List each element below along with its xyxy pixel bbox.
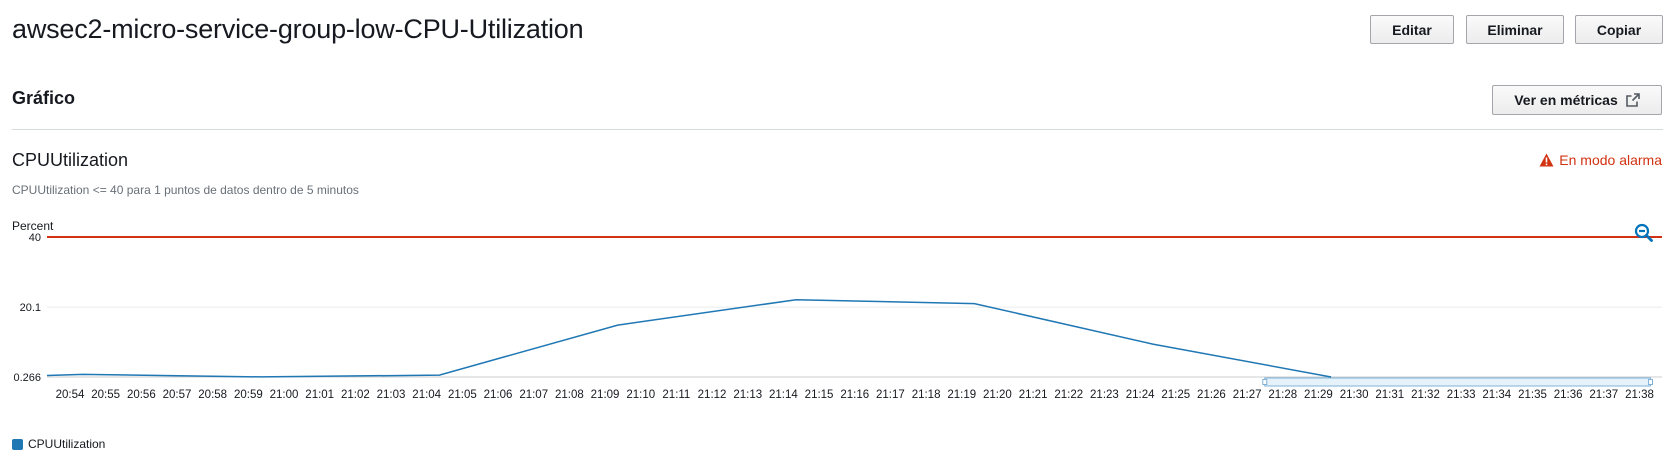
x-tick-label: 21:07 bbox=[519, 389, 548, 401]
x-tick-label: 21:19 bbox=[947, 389, 976, 401]
x-tick-label: 21:00 bbox=[270, 389, 299, 401]
y-tick-label: 20.1 bbox=[20, 302, 41, 314]
y-tick-label: 40 bbox=[29, 232, 41, 244]
x-tick-label: 21:23 bbox=[1090, 389, 1119, 401]
delete-button[interactable]: Eliminar bbox=[1466, 15, 1564, 44]
view-in-metrics-label: Ver en métricas bbox=[1514, 92, 1618, 108]
x-tick-label: 21:12 bbox=[698, 389, 727, 401]
x-tick-label: 21:21 bbox=[1019, 389, 1048, 401]
x-tick-label: 21:15 bbox=[805, 389, 834, 401]
x-tick-label: 21:36 bbox=[1554, 389, 1583, 401]
x-tick-label: 21:30 bbox=[1340, 389, 1369, 401]
x-tick-label: 21:29 bbox=[1304, 389, 1333, 401]
page-title: awsec2-micro-service-group-low-CPU-Utili… bbox=[12, 14, 584, 44]
range-selection[interactable] bbox=[1264, 377, 1651, 387]
zoom-out-icon[interactable] bbox=[1634, 223, 1654, 243]
section-divider bbox=[12, 129, 1663, 130]
x-tick-label: 21:16 bbox=[840, 389, 869, 401]
range-selection-handle[interactable] bbox=[1262, 379, 1268, 385]
cpu-utilization-chart: Percent 0.266 20.1 40 20:54 20:55 20:56 20:57… bbox=[12, 219, 1662, 401]
x-tick-label: 21:20 bbox=[983, 389, 1012, 401]
x-tick-label: 20:58 bbox=[198, 389, 227, 401]
warning-icon bbox=[1539, 153, 1554, 167]
x-tick-label: 21:09 bbox=[591, 389, 620, 401]
alarm-state-label: En modo alarma bbox=[1559, 152, 1662, 168]
x-tick-label: 21:22 bbox=[1054, 389, 1083, 401]
x-tick-label: 21:02 bbox=[341, 389, 370, 401]
x-tick-label: 21:27 bbox=[1233, 389, 1262, 401]
x-tick-label: 21:26 bbox=[1197, 389, 1226, 401]
range-selection-handle[interactable] bbox=[1647, 379, 1653, 385]
x-tick-label: 20:54 bbox=[56, 389, 85, 401]
x-tick-label: 21:11 bbox=[662, 389, 690, 401]
x-tick-label: 21:06 bbox=[484, 389, 513, 401]
x-tick-label: 21:10 bbox=[626, 389, 655, 401]
y-tick-label: 0.266 bbox=[13, 372, 41, 384]
x-tick-label: 21:38 bbox=[1625, 389, 1654, 401]
x-tick-label: 21:34 bbox=[1482, 389, 1511, 401]
x-tick-label: 21:32 bbox=[1411, 389, 1440, 401]
x-tick-label: 21:37 bbox=[1589, 389, 1618, 401]
y-axis-label: Percent bbox=[12, 219, 54, 233]
x-tick-label: 20:59 bbox=[234, 389, 263, 401]
x-tick-label: 21:01 bbox=[305, 389, 334, 401]
graph-section-title: Gráfico bbox=[12, 88, 76, 108]
x-tick-label: 21:28 bbox=[1268, 389, 1297, 401]
x-tick-label: 21:31 bbox=[1375, 389, 1404, 401]
cpu-utilization-series-line bbox=[46, 298, 1332, 378]
edit-button[interactable]: Editar bbox=[1370, 15, 1454, 44]
chart-legend[interactable]: CPUUtilization bbox=[12, 437, 105, 451]
x-tick-label: 21:13 bbox=[733, 389, 762, 401]
x-tick-label: 20:56 bbox=[127, 389, 156, 401]
external-link-icon bbox=[1625, 93, 1640, 107]
x-tick-label: 21:08 bbox=[555, 389, 584, 401]
x-tick-label: 21:04 bbox=[412, 389, 441, 401]
x-tick-label: 21:24 bbox=[1126, 389, 1155, 401]
copy-button[interactable]: Copiar bbox=[1575, 15, 1663, 44]
x-tick-label: 21:18 bbox=[912, 389, 941, 401]
x-tick-label: 20:57 bbox=[163, 389, 192, 401]
x-tick-label: 21:35 bbox=[1518, 389, 1547, 401]
alarm-state: En modo alarma bbox=[1539, 152, 1662, 168]
x-tick-label: 21:33 bbox=[1447, 389, 1476, 401]
x-tick-label: 21:14 bbox=[769, 389, 798, 401]
legend-swatch bbox=[12, 438, 23, 450]
legend-label: CPUUtilization bbox=[28, 437, 106, 451]
x-tick-label: 21:05 bbox=[448, 389, 477, 401]
x-tick-label: 21:03 bbox=[377, 389, 406, 401]
alarm-condition: CPUUtilization <= 40 para 1 puntos de da… bbox=[12, 183, 359, 197]
x-tick-label: 20:55 bbox=[91, 389, 120, 401]
x-tick-label: 21:17 bbox=[876, 389, 905, 401]
x-tick-label: 21:25 bbox=[1161, 389, 1190, 401]
metric-name: CPUUtilization bbox=[12, 150, 129, 170]
view-in-metrics-button[interactable]: Ver en métricas bbox=[1492, 85, 1662, 115]
